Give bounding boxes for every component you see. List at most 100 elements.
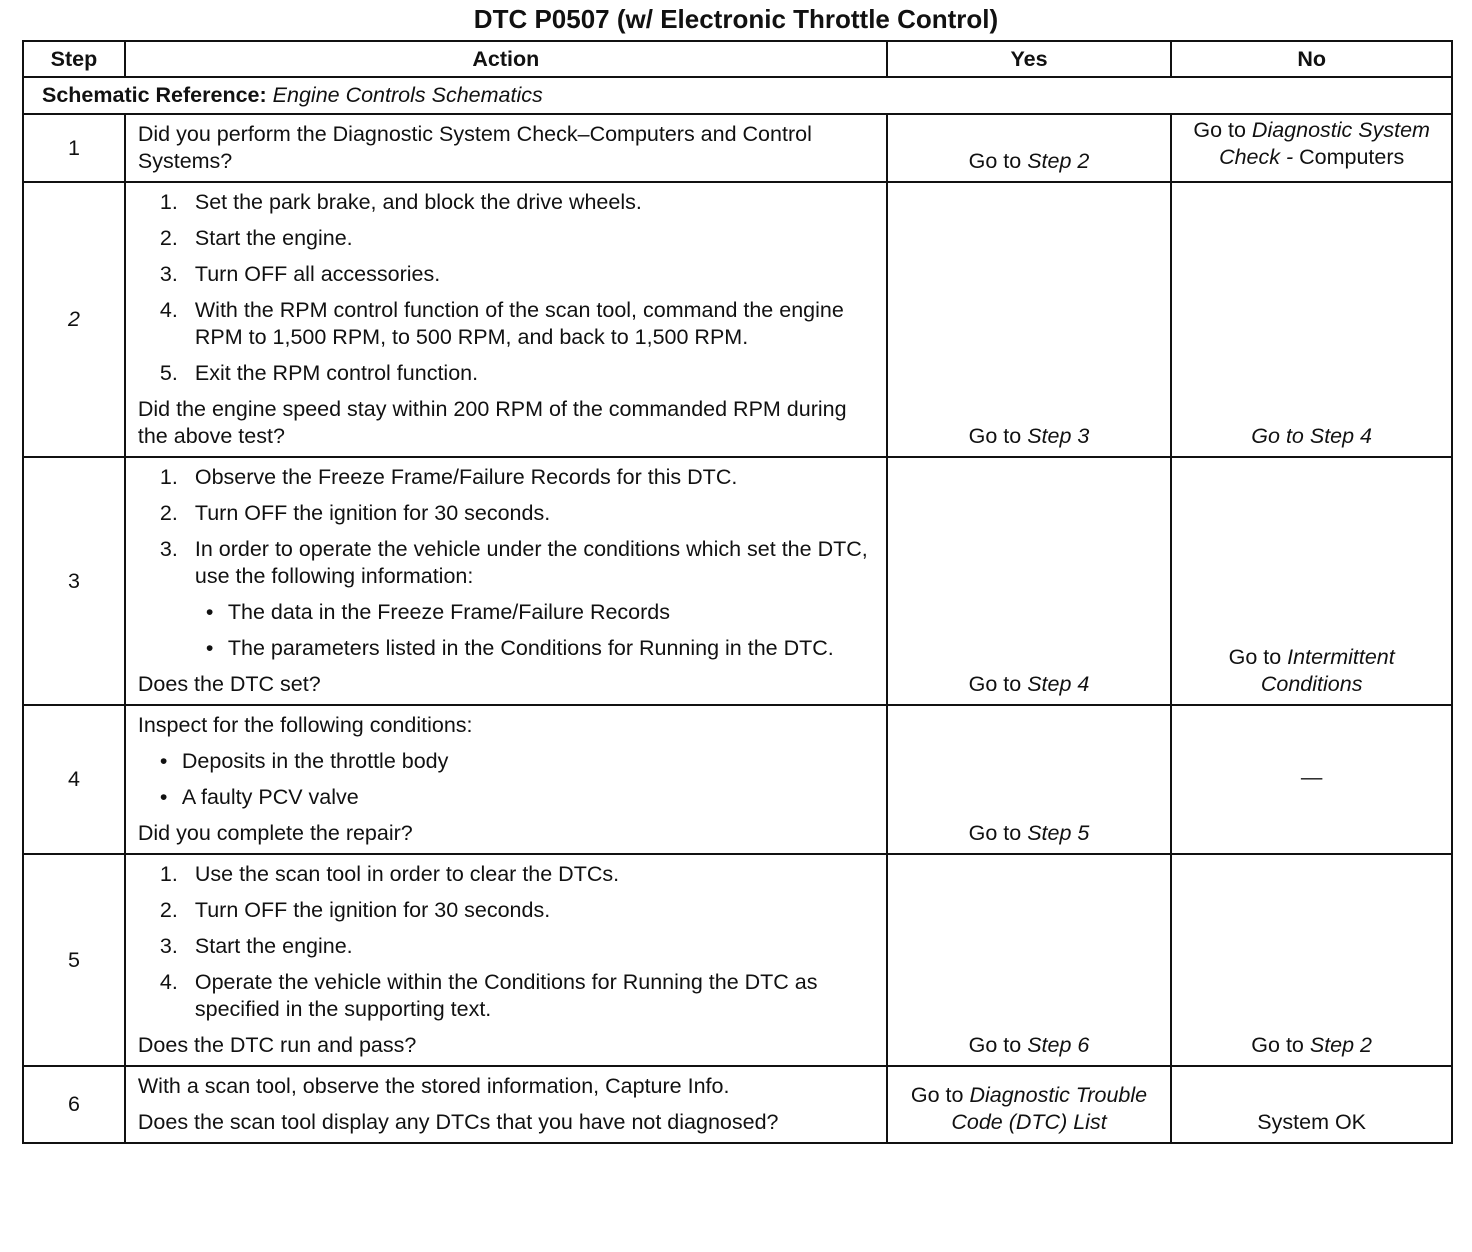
- item-text: Start the engine.: [194, 934, 353, 958]
- no-result-text: System OK: [1257, 1110, 1367, 1134]
- action-cell: Inspect for the following conditions: • De…: [123, 704, 888, 855]
- no-result: —: [1170, 704, 1453, 855]
- yes-result-text: Step 6: [1027, 1033, 1090, 1057]
- header-no: No: [1170, 40, 1453, 78]
- no-result-text: Intermittent Conditions: [1260, 645, 1395, 696]
- step-number: 3: [22, 456, 126, 706]
- step-number: 5: [22, 853, 126, 1067]
- numbered-item: 2. Turn OFF the ignition for 30 seconds.: [160, 500, 876, 527]
- no-result-text: Go to: [1251, 1033, 1310, 1057]
- bullet-item: • The parameters listed in the Conditions…: [206, 635, 876, 662]
- action-text: Inspect for the following conditions:: [137, 713, 473, 737]
- item-text: In order to operate the vehicle under th…: [194, 537, 868, 588]
- no-result: Go to Step 2: [1170, 853, 1453, 1067]
- step-number: 2: [22, 181, 126, 458]
- step-row-3: 3 1. Observe the Freeze Frame/Failure Reco…: [22, 456, 1453, 706]
- yes-result: Go to Step 3: [885, 181, 1173, 458]
- item-number: 3.: [159, 262, 178, 286]
- no-result-text: Go to Step 4: [1251, 424, 1373, 448]
- yes-result-text: Step 4: [1027, 672, 1090, 696]
- action-text: Does the DTC set?: [137, 672, 321, 696]
- item-text: Turn OFF the ignition for 30 seconds.: [194, 898, 551, 922]
- page-title: DTC P0507 (w/ Electronic Throttle Contro…: [473, 4, 999, 34]
- item-number: 2.: [159, 226, 178, 250]
- action-text: Did you perform the Diagnostic System Ch…: [137, 122, 812, 173]
- no-result-text: Diagnostic System Check -: [1219, 118, 1430, 169]
- numbered-item: 3. Turn OFF all accessories.: [160, 261, 876, 288]
- no-result-text: Step 2: [1309, 1033, 1373, 1057]
- item-number: 3.: [159, 934, 178, 958]
- bullet-icon: •: [159, 749, 168, 773]
- item-text: Observe the Freeze Frame/Failure Records…: [194, 465, 738, 489]
- header-action: Action: [123, 40, 888, 78]
- action-cell: With a scan tool, observe the stored inf…: [123, 1065, 888, 1144]
- no-result-text: —: [1300, 765, 1323, 789]
- item-number: 1.: [159, 190, 178, 214]
- bullet-icon: •: [205, 636, 214, 660]
- item-text: Operate the vehicle within the Condition…: [194, 970, 818, 1021]
- item-text: Exit the RPM control function.: [194, 361, 479, 385]
- action-text: With a scan tool, observe the stored inf…: [137, 1074, 730, 1098]
- numbered-item: 5. Exit the RPM control function.: [160, 360, 876, 387]
- action-cell: Did you perform the Diagnostic System Ch…: [123, 113, 888, 183]
- yes-result-text: Go to: [968, 1033, 1028, 1057]
- yes-result-text: Step 5: [1027, 821, 1090, 845]
- no-result-text: Computers: [1293, 145, 1405, 169]
- action-text: Does the DTC run and pass?: [137, 1033, 417, 1057]
- item-number: 1.: [159, 465, 178, 489]
- item-number: 3.: [159, 537, 178, 561]
- yes-result-text: Go to: [968, 672, 1028, 696]
- item-text: Deposits in the throttle body: [181, 749, 449, 773]
- yes-result-text: Go to: [968, 424, 1028, 448]
- bullet-item: • A faulty PCV valve: [160, 784, 876, 811]
- step-row-5: 5 1. Use the scan tool in order to clear t…: [22, 853, 1453, 1067]
- numbered-item: 3. Start the engine.: [160, 933, 876, 960]
- action-text: Did the engine speed stay within 200 RPM…: [137, 397, 847, 448]
- yes-result: Go to Step 5: [885, 704, 1173, 855]
- item-text: A faulty PCV valve: [181, 785, 359, 809]
- numbered-item: 1. Observe the Freeze Frame/Failure Recor…: [160, 464, 876, 491]
- numbered-item: 2. Start the engine.: [160, 225, 876, 252]
- item-text: The parameters listed in the Conditions …: [227, 636, 834, 660]
- item-number: 2.: [159, 898, 178, 922]
- numbered-item: 3. In order to operate the vehicle under …: [160, 536, 876, 590]
- schematic-label: Schematic Reference:: [42, 83, 267, 107]
- yes-result-text: Go to: [968, 149, 1028, 173]
- numbered-item: 1. Use the scan tool in order to clear th…: [160, 861, 876, 888]
- schematic-reference-row: Schematic Reference: Engine Controls Sch…: [22, 76, 1453, 115]
- item-text: Set the park brake, and block the drive …: [194, 190, 642, 214]
- yes-result-text: Go to: [968, 821, 1028, 845]
- no-result: Go to Diagnostic System Check - Computer…: [1170, 113, 1453, 183]
- no-result: System OK: [1170, 1065, 1453, 1144]
- numbered-item: 4. Operate the vehicle within the Conditi…: [160, 969, 876, 1023]
- no-result-text: Go to: [1228, 645, 1288, 669]
- item-number: 5.: [159, 361, 178, 385]
- no-result: Go to Step 4: [1170, 181, 1453, 458]
- item-text: Use the scan tool in order to clear the …: [194, 862, 620, 886]
- step-row-4: 4 Inspect for the following conditions: • D…: [22, 704, 1453, 855]
- schematic-value: Engine Controls Schematics: [272, 83, 543, 107]
- item-text: Start the engine.: [194, 226, 353, 250]
- step-number: 1: [22, 113, 126, 183]
- yes-result: Go to Step 2: [885, 113, 1173, 183]
- bullet-icon: •: [159, 785, 168, 809]
- action-text: Did you complete the repair?: [137, 821, 413, 845]
- item-text: With the RPM control function of the sca…: [194, 298, 844, 349]
- action-cell: 1. Use the scan tool in order to clear th…: [123, 853, 888, 1067]
- yes-result-text: Diagnostic Trouble Code (DTC) List: [951, 1083, 1148, 1134]
- numbered-item: 4. With the RPM control function of the s…: [160, 297, 876, 351]
- action-cell: 1. Observe the Freeze Frame/Failure Recor…: [123, 456, 888, 706]
- yes-result: Go to Diagnostic Trouble Code (DTC) List: [885, 1065, 1173, 1144]
- step-row-6: 6 With a scan tool, observe the stored in…: [22, 1065, 1453, 1144]
- diagnostic-table: Step Action Yes No Schematic Reference: …: [22, 40, 1453, 1144]
- no-result: Go to Intermittent Conditions: [1170, 456, 1453, 706]
- item-text: Turn OFF all accessories.: [194, 262, 441, 286]
- yes-result-text: Step 3: [1027, 424, 1090, 448]
- item-number: 4.: [159, 298, 178, 322]
- numbered-item: 1. Set the park brake, and block the driv…: [160, 189, 876, 216]
- step-number: 6: [22, 1065, 126, 1144]
- action-text: Does the scan tool display any DTCs that…: [137, 1110, 779, 1134]
- no-result-text: Go to: [1193, 118, 1252, 142]
- action-cell: 1. Set the park brake, and block the driv…: [123, 181, 888, 458]
- item-number: 4.: [159, 970, 178, 994]
